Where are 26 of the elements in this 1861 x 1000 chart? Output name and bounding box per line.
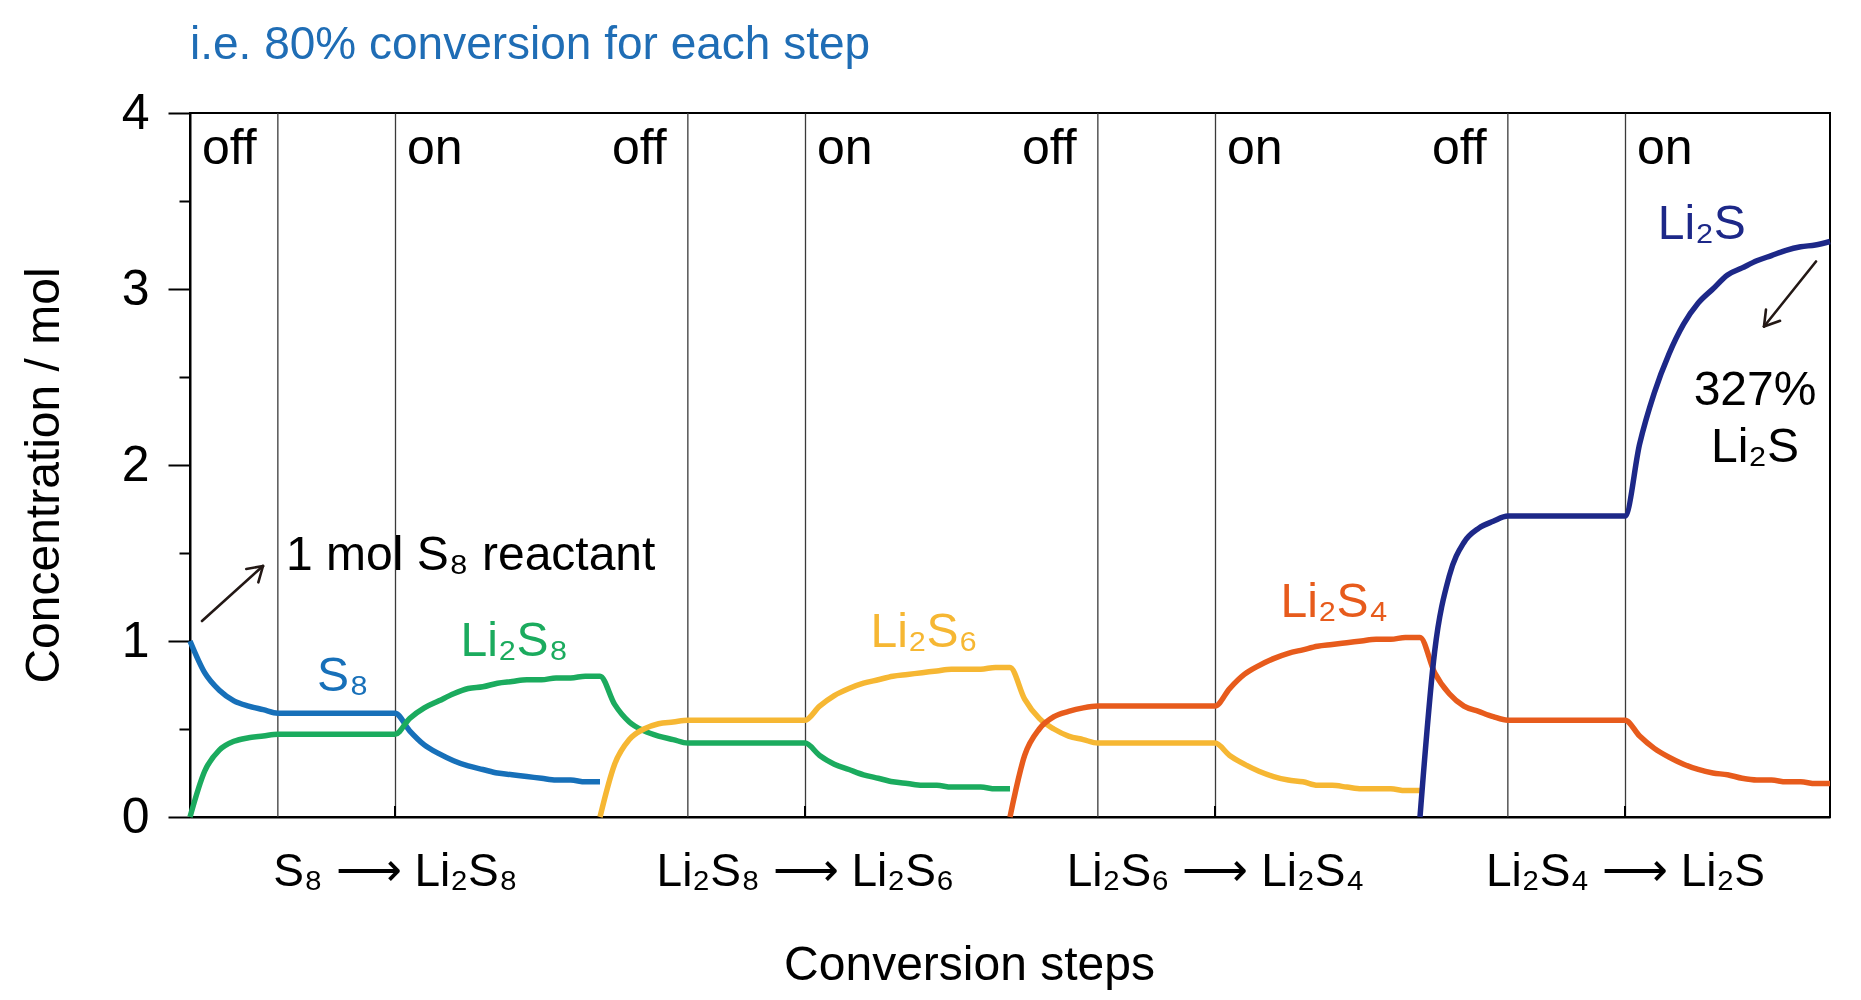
x-axis-title: Conversion steps bbox=[784, 936, 1155, 990]
series-label: Li₂S₄ bbox=[1280, 574, 1389, 628]
annotation: off bbox=[1022, 119, 1077, 175]
annotation: on bbox=[1227, 119, 1283, 175]
series-label: Li₂S₆ bbox=[870, 604, 978, 658]
x-tick-label: Li₂S₈ ⟶ Li₂S₆ bbox=[656, 843, 955, 896]
annotation: on bbox=[1637, 119, 1693, 175]
x-tick-label: S₈ ⟶ Li₂S₈ bbox=[273, 843, 518, 896]
y-tick-label: 3 bbox=[121, 259, 150, 316]
y-axis-title: Concentration / mol bbox=[15, 267, 69, 684]
chart-title: i.e. 80% conversion for each step bbox=[190, 17, 871, 69]
annotation: 327% Li₂S bbox=[1693, 362, 1817, 473]
annotation: on bbox=[407, 119, 463, 175]
annotation: on bbox=[817, 119, 873, 175]
y-tick-label: 2 bbox=[121, 435, 150, 492]
series-label: Li₂S₈ bbox=[460, 612, 569, 666]
y-tick-label: 1 bbox=[121, 611, 150, 668]
series-label: S₈ bbox=[317, 648, 370, 702]
y-tick-label: 0 bbox=[121, 787, 150, 844]
annotation: off bbox=[1432, 119, 1487, 175]
series-label: Li₂S bbox=[1657, 195, 1746, 249]
x-tick-label: Li₂S₄ ⟶ Li₂S bbox=[1485, 843, 1766, 896]
annotation: off bbox=[612, 119, 667, 175]
y-tick-label: 4 bbox=[121, 83, 150, 140]
x-tick-label: Li₂S₆ ⟶ Li₂S₄ bbox=[1066, 843, 1365, 896]
annotation: off bbox=[202, 119, 257, 175]
